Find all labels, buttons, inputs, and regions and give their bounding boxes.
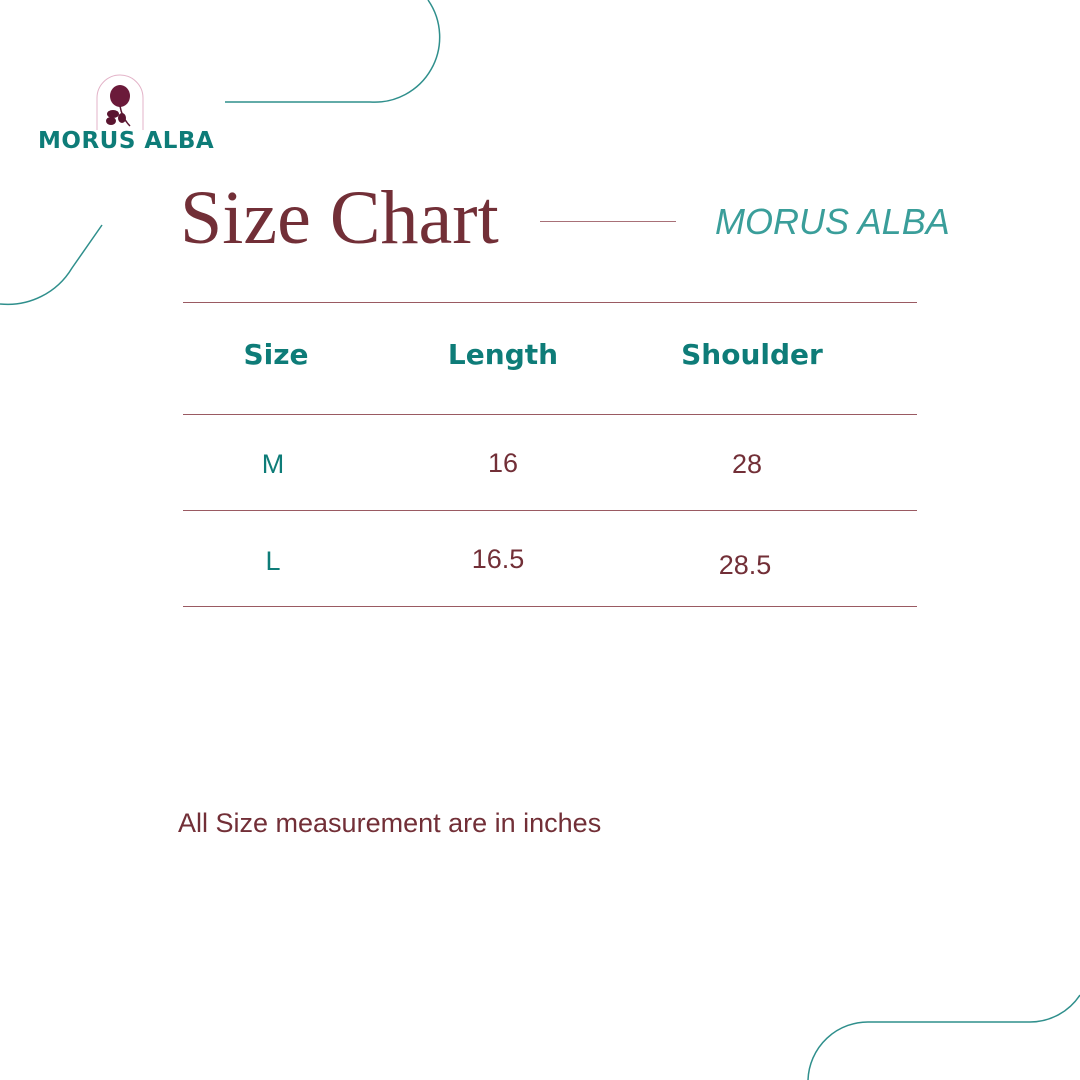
table-divider	[183, 510, 917, 511]
logo-text: MORUS ALBA	[38, 128, 215, 154]
table-divider	[183, 302, 917, 303]
cell-length: 16.5	[471, 544, 525, 574]
table-divider	[183, 414, 917, 415]
cell-shoulder: 28	[731, 449, 763, 479]
cell-length: 16	[487, 448, 519, 478]
page-title: Size Chart	[180, 176, 499, 260]
cell-size: L	[265, 546, 281, 576]
measurement-note: All Size measurement are in inches	[178, 808, 602, 838]
brand-name: MORUS ALBA	[715, 201, 950, 242]
header-shoulder: Shoulder	[681, 338, 823, 371]
title-divider	[540, 221, 676, 222]
rose-flower-icon	[96, 74, 144, 130]
logo	[96, 74, 144, 135]
header-length: Length	[447, 338, 559, 371]
cell-shoulder: 28.5	[718, 550, 772, 580]
cell-size: M	[261, 449, 285, 479]
header-size: Size	[243, 338, 309, 371]
table-divider	[183, 606, 917, 607]
